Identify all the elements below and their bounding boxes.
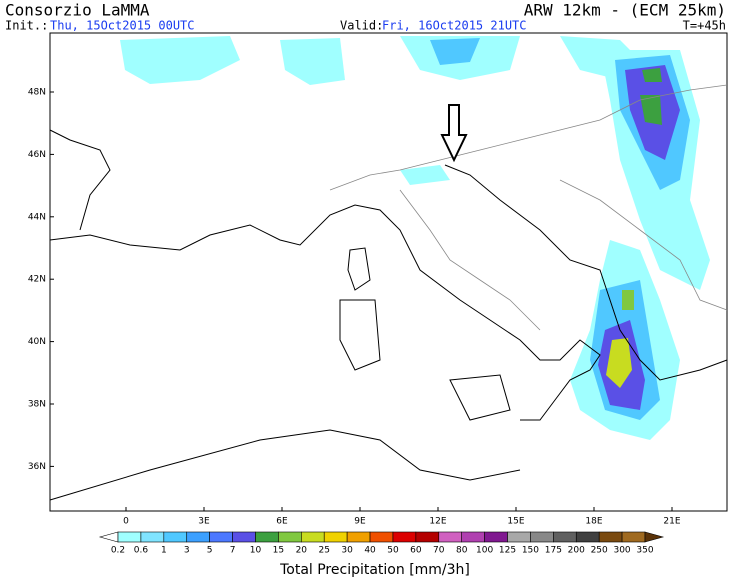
legend-swatch: [621, 531, 646, 543]
coastlines: [49, 129, 728, 501]
borders: [329, 84, 728, 331]
lon-label: 21E: [663, 517, 680, 527]
legend-swatch: [598, 531, 623, 543]
legend-level: 0.6: [134, 546, 149, 556]
legend-level: 250: [591, 546, 608, 556]
legend-level: 300: [613, 546, 630, 556]
legend-swatch: [346, 531, 371, 543]
legend-swatch: [575, 531, 600, 543]
lon-label: 0: [123, 517, 129, 527]
legend-swatch: [232, 531, 256, 543]
legend-swatch: [415, 531, 440, 543]
legend-swatch: [530, 531, 554, 543]
init-label: Init.:: [5, 19, 48, 33]
lat-label: 36N: [28, 462, 46, 472]
legend-swatch: [140, 531, 165, 543]
legend-level: 5: [207, 546, 213, 556]
arrow-marker: [440, 104, 468, 163]
legend-swatch: [323, 531, 348, 543]
legend-swatch: [301, 531, 325, 543]
lon-label: 6E: [276, 517, 288, 527]
legend-swatch: [186, 531, 210, 543]
legend-level: 0.2: [111, 546, 125, 556]
legend-level: 70: [433, 546, 445, 556]
lon-label: 9E: [354, 517, 366, 527]
legend-level: 20: [296, 546, 308, 556]
legend-swatch: [278, 531, 302, 543]
lat-label: 46N: [28, 150, 46, 160]
lead-time: T=+45h: [683, 19, 726, 33]
lat-label: 42N: [28, 275, 46, 285]
lat-label: 40N: [28, 337, 46, 347]
init-time: Thu, 15Oct2015 00UTC: [50, 19, 195, 33]
legend-level: 80: [456, 546, 468, 556]
valid-time: Fri, 16Oct2015 21UTC: [382, 19, 527, 33]
title: Consorzio LaMMA: [5, 1, 150, 20]
map: [49, 32, 728, 512]
legend-swatch: [392, 531, 417, 543]
legend-high-triangle: [644, 531, 665, 543]
legend-low-triangle: [98, 531, 119, 543]
legend-level: 7: [230, 546, 236, 556]
legend-level: 1: [161, 546, 167, 556]
legend-level: 200: [568, 546, 585, 556]
lat-label: 38N: [28, 400, 46, 410]
legend-level: 3: [184, 546, 190, 556]
legend-swatch: [117, 531, 142, 543]
legend-level: 40: [364, 546, 376, 556]
legend-swatch: [461, 531, 485, 543]
legend-swatch: [553, 531, 577, 543]
lon-label: 12E: [429, 517, 446, 527]
legend-title: Total Precipitation [mm/3h]: [279, 562, 470, 578]
legend-swatch: [484, 531, 508, 543]
legend-swatch: [163, 531, 188, 543]
legend-level: 125: [499, 546, 516, 556]
legend-level: 15: [273, 546, 284, 556]
legend-swatch: [209, 531, 233, 543]
lat-label: 44N: [28, 212, 46, 222]
legend-level: 60: [410, 546, 422, 556]
lat-label: 48N: [28, 88, 46, 98]
lon-label: 15E: [507, 517, 524, 527]
precipitation: [120, 36, 710, 440]
legend-level: 25: [318, 546, 329, 556]
legend-level: 10: [250, 546, 262, 556]
model: ARW 12km - (ECM 25km): [524, 1, 726, 20]
legend-level: 100: [476, 546, 493, 556]
legend-swatch: [438, 531, 462, 543]
valid-label: Valid:: [340, 19, 383, 33]
legend-swatch: [255, 531, 279, 543]
legend-level: 30: [341, 546, 353, 556]
legend-swatch: [507, 531, 531, 543]
lon-label: 3E: [198, 517, 210, 527]
legend-level: 50: [387, 546, 399, 556]
legend-level: 175: [545, 546, 562, 556]
legend-level: 150: [522, 546, 539, 556]
lon-label: 18E: [585, 517, 602, 527]
legend-swatch: [369, 531, 394, 543]
legend-level: 350: [636, 546, 653, 556]
